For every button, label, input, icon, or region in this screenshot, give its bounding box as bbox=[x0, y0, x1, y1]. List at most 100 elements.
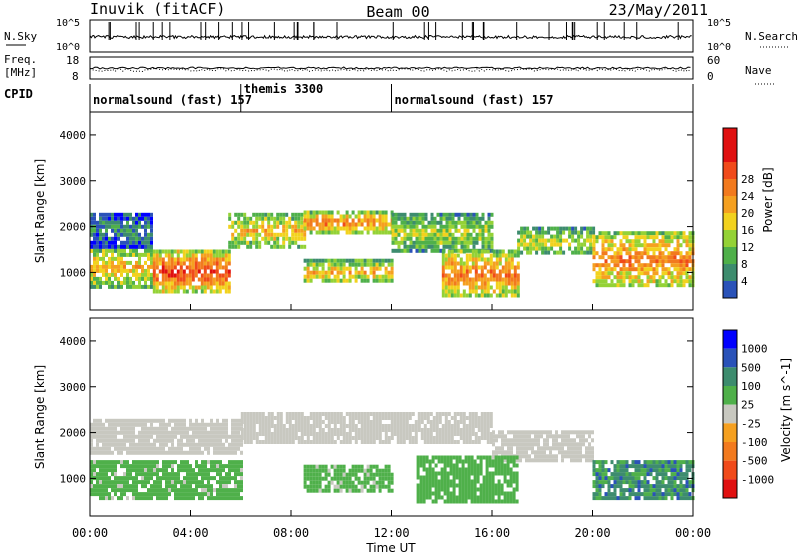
power-cell bbox=[475, 224, 479, 229]
power-cell bbox=[135, 276, 138, 281]
power-cell bbox=[637, 235, 641, 240]
power-cell bbox=[345, 210, 349, 215]
power-cell bbox=[390, 278, 394, 283]
velocity-cell bbox=[186, 434, 189, 439]
power-cell bbox=[562, 238, 566, 243]
velocity-cell bbox=[588, 458, 591, 463]
velocity-cell bbox=[324, 424, 328, 428]
power-cell bbox=[191, 285, 195, 290]
velocity-cell bbox=[129, 468, 132, 473]
power-cell bbox=[369, 226, 373, 231]
power-cell bbox=[182, 261, 186, 266]
velocity-cell bbox=[150, 464, 153, 469]
power-cell bbox=[430, 244, 434, 249]
power-cell bbox=[227, 253, 231, 258]
velocity-cell bbox=[667, 476, 671, 481]
velocity-cell bbox=[123, 464, 126, 469]
power-cell bbox=[424, 232, 428, 237]
velocity-cell bbox=[528, 446, 531, 451]
power-cell bbox=[625, 259, 629, 264]
velocity-cell bbox=[231, 496, 234, 501]
velocity-cell bbox=[123, 422, 126, 427]
power-cell bbox=[188, 253, 192, 258]
velocity-cell bbox=[123, 434, 126, 439]
power-cell bbox=[167, 289, 171, 294]
power-cell bbox=[123, 216, 126, 221]
velocity-cell bbox=[474, 412, 478, 416]
velocity-cell bbox=[165, 476, 168, 481]
power-cell bbox=[354, 258, 358, 263]
power-cell bbox=[559, 230, 563, 235]
velocity-cell bbox=[213, 422, 216, 427]
power-cell bbox=[604, 235, 608, 240]
velocity-cell bbox=[598, 472, 602, 477]
velocity-cell bbox=[234, 418, 237, 423]
velocity-cell bbox=[96, 426, 99, 431]
power-cell bbox=[99, 264, 102, 269]
velocity-cell bbox=[422, 491, 426, 496]
power-cell bbox=[595, 283, 599, 288]
power-cell bbox=[120, 256, 123, 261]
power-cell bbox=[135, 264, 138, 269]
power-cell bbox=[507, 257, 511, 262]
power-cell bbox=[93, 232, 96, 237]
velocity-cell bbox=[318, 480, 322, 485]
velocity-cell bbox=[96, 492, 99, 497]
velocity-cell bbox=[619, 488, 623, 493]
velocity-cell bbox=[579, 446, 582, 451]
velocity-cell bbox=[434, 487, 438, 492]
power-cell bbox=[378, 278, 382, 283]
power-cell bbox=[457, 240, 461, 245]
power-cell bbox=[465, 257, 469, 262]
power-cell bbox=[327, 258, 331, 263]
velocity-cell bbox=[685, 468, 689, 473]
velocity-cell bbox=[159, 492, 162, 497]
power-cell bbox=[468, 265, 472, 270]
power-cell bbox=[161, 281, 165, 286]
power-cell bbox=[472, 216, 476, 221]
power-cell bbox=[99, 268, 102, 273]
velocity-cell bbox=[321, 488, 325, 493]
velocity-cell bbox=[664, 468, 668, 473]
velocity-cell bbox=[240, 432, 244, 436]
velocity-cell bbox=[150, 426, 153, 431]
velocity-cell bbox=[105, 442, 108, 447]
velocity-cell bbox=[479, 471, 483, 476]
velocity-cell bbox=[661, 476, 665, 481]
velocity-cell bbox=[156, 430, 159, 435]
velocity-cell bbox=[204, 430, 207, 435]
power-cell bbox=[144, 232, 147, 237]
power-cell bbox=[480, 253, 484, 258]
power-cell bbox=[203, 257, 207, 262]
velocity-cell bbox=[111, 460, 114, 465]
velocity-cell bbox=[90, 488, 93, 493]
power-cell bbox=[451, 236, 455, 241]
velocity-cell bbox=[452, 475, 456, 480]
power-colorbar-label: Power [dB] bbox=[761, 167, 775, 232]
velocity-cell bbox=[165, 422, 168, 427]
velocity-cell bbox=[165, 484, 168, 489]
power-cell bbox=[381, 258, 385, 263]
power-cell bbox=[303, 274, 307, 279]
power-cell bbox=[194, 261, 198, 266]
velocity-cell bbox=[228, 496, 231, 501]
power-cell bbox=[450, 261, 454, 266]
power-cell bbox=[523, 238, 527, 243]
power-cell bbox=[270, 228, 274, 233]
velocity-cell bbox=[216, 450, 219, 455]
power-cell bbox=[481, 224, 485, 229]
power-cell bbox=[529, 234, 533, 239]
power-cell bbox=[129, 232, 132, 237]
nave-label: Nave bbox=[745, 64, 772, 77]
velocity-cell bbox=[357, 488, 361, 493]
power-cell bbox=[415, 240, 419, 245]
power-cell bbox=[96, 260, 99, 265]
power-cell bbox=[111, 224, 114, 229]
power-cell bbox=[141, 276, 144, 281]
power-cell bbox=[135, 244, 138, 249]
velocity-cell bbox=[598, 492, 602, 497]
velocity-cell bbox=[141, 422, 144, 427]
velocity-cell bbox=[378, 468, 382, 473]
velocity-cell bbox=[543, 442, 546, 447]
beam-title: Beam 00 bbox=[366, 3, 429, 21]
